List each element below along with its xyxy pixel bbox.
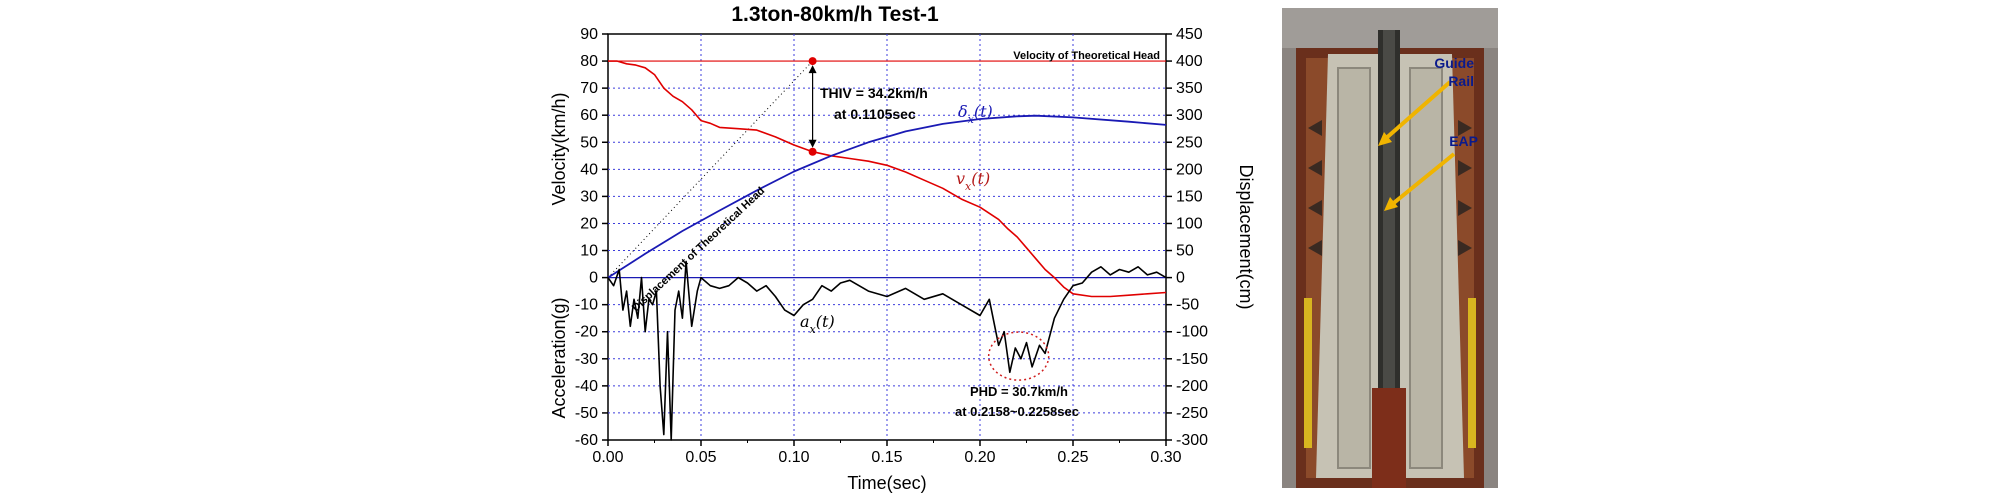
left-tick-label: 50 [580,134,598,151]
x-tick-label: 0.25 [1057,449,1088,466]
chart-title: 1.3ton-80km/h Test-1 [731,3,939,26]
left-tick-label: -60 [575,432,598,449]
y-axis-label-velocity: Velocity(km/h) [549,92,569,205]
right-tick-label: 100 [1176,215,1203,232]
right-tick-label: 0 [1176,270,1185,287]
thiv-arrow-head-bottom [808,139,817,148]
right-tick-label: -200 [1176,378,1208,395]
left-tick-label: 20 [580,215,598,232]
x-tick-label: 0.15 [871,449,902,466]
series-label-velocity: vx(t) [956,169,990,193]
x-tick-label: 0.05 [685,449,716,466]
series-line-displacement [607,114,1167,279]
right-tick-label: 300 [1176,107,1203,124]
left-axis: 90 80 70 60 50 40 30 20 10 0 -10 -20 -30 -40 -50 -60 [575,26,608,449]
x-axis-label: Time(sec) [847,473,926,493]
left-tick-label: 80 [580,53,598,70]
x-tick-label: 0.20 [964,449,995,466]
label-arrows [1378,80,1456,211]
annotation-velocity-theoretical-head: Velocity of Theoretical Head [1013,50,1160,62]
left-tick-label: 40 [580,161,598,178]
right-tick-label: -100 [1176,324,1208,341]
right-tick-label: 150 [1176,188,1203,205]
plot-area: δx(t) vx(t) ax(t) [607,33,1167,441]
right-tick-label: -50 [1176,297,1199,314]
right-tick-label: -300 [1176,432,1208,449]
left-tick-label: 10 [580,243,598,260]
y-axis-label-acceleration: Acceleration(g) [549,297,569,418]
photo-label-eap: EAP [1449,133,1478,149]
left-tick-label: -30 [575,351,598,368]
thiv-point-bottom [808,147,817,156]
annotation-phd-time: at 0.2158~0.2258sec [955,404,1079,419]
displacement-theoretical-head-line [607,60,813,278]
y-axis-label-displacement: Displacement(cm) [1236,164,1256,309]
x-tick-label: 0.30 [1150,449,1181,466]
x-tick-label: 0.10 [778,449,809,466]
right-tick-label: -150 [1176,351,1208,368]
annotation-thiv: THIV = 34.2km/h [820,85,928,101]
annotation-thiv-time: at 0.1105sec [834,106,916,122]
right-tick-label: 400 [1176,53,1203,70]
x-axis: 0.00 0.05 0.10 0.15 0.20 0.25 0.30 [592,440,1182,466]
right-tick-label: 350 [1176,80,1203,97]
right-tick-label: 250 [1176,134,1203,151]
grid [608,34,1166,440]
annotation-phd: PHD = 30.7km/h [970,384,1068,399]
guide-rail-photo: Guide Rail EAP [1282,8,1498,488]
guide-rail-photo-illustration: Guide Rail EAP [1282,8,1498,488]
right-tick-label: 450 [1176,26,1203,43]
left-tick-label: 90 [580,26,598,43]
photo-label-guide-rail-2: Rail [1448,73,1474,89]
left-tick-label: -20 [575,324,598,341]
thiv-point-top [808,57,817,66]
thiv-arrow-head-top [808,65,817,74]
markers [808,57,1050,381]
right-tick-label: 50 [1176,243,1194,260]
right-axis: 450 400 350 300 250 200 150 100 50 0 -50 -100 -150 -2… [1166,26,1208,449]
left-tick-label: -50 [575,405,598,422]
series-line-velocity [608,60,1167,298]
left-tick-label: 70 [580,80,598,97]
left-tick-label: 60 [580,107,598,124]
right-tick-label: 200 [1176,161,1203,178]
photo-label-guide-rail: Guide [1434,55,1474,71]
series-group: δx(t) vx(t) ax(t) [607,60,1167,441]
left-tick-label: 0 [589,270,598,287]
series-label-acceleration: ax(t) [800,312,835,336]
left-tick-label: 30 [580,188,598,205]
x-tick-label: 0.00 [592,449,623,466]
phd-region-circle [987,331,1050,381]
left-tick-label: -10 [575,297,598,314]
series-line-acceleration [607,260,1167,441]
plot-frame [607,33,1167,441]
right-tick-label: -250 [1176,405,1208,422]
left-tick-label: -40 [575,378,598,395]
series-label-displacement: δx(t) [958,102,993,126]
